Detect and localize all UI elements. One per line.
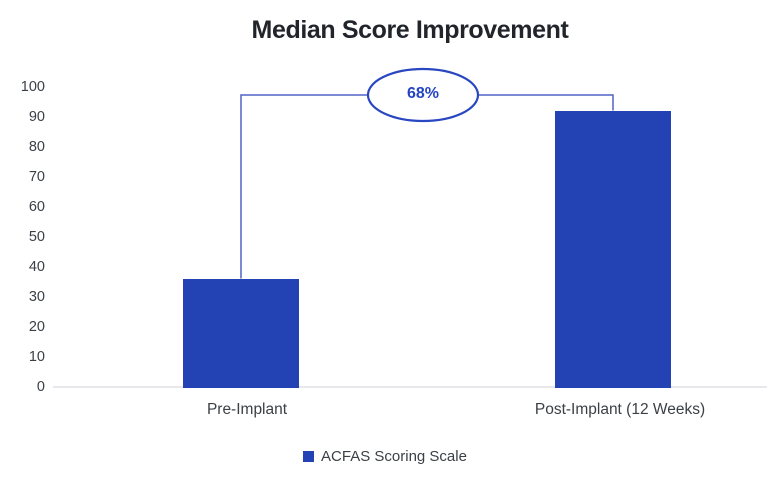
y-tick-label: 70 (28, 169, 45, 185)
improvement-percentage-label: 68% (406, 85, 440, 102)
y-tick-label: 60 (28, 199, 45, 215)
bar-post-implant (555, 110, 671, 388)
bar-pre-implant (183, 278, 299, 388)
y-tick-label: 80 (28, 139, 45, 155)
y-tick-label: 40 (28, 259, 45, 275)
y-tick-label: 10 (28, 349, 45, 365)
category-label-post-implant: Post-Implant (12 Weeks) (534, 401, 706, 418)
x-axis-line (53, 386, 767, 388)
y-tick-label: 20 (28, 319, 45, 335)
legend-series-label: ACFAS Scoring Scale (321, 448, 467, 465)
y-tick-label: 0 (36, 379, 45, 395)
legend-marker-icon (303, 451, 315, 462)
category-label-pre-implant: Pre-Implant (206, 401, 288, 418)
y-tick-label: 50 (28, 229, 45, 245)
legend: ACFAS Scoring Scale (0, 448, 770, 465)
y-tick-label: 90 (28, 109, 45, 125)
chart-title: Median Score Improvement (251, 16, 569, 44)
y-tick-label: 100 (20, 79, 45, 95)
y-tick-label: 30 (28, 289, 45, 305)
